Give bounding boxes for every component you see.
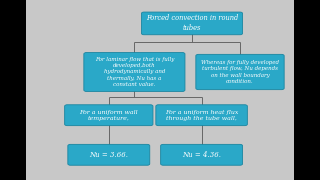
Bar — [0, 0, 26, 180]
Text: For a uniform wall
temperature,: For a uniform wall temperature, — [79, 110, 138, 121]
FancyBboxPatch shape — [156, 105, 247, 126]
FancyBboxPatch shape — [84, 53, 185, 91]
FancyBboxPatch shape — [141, 12, 243, 35]
Text: For a uniform heat flux
through the tube wall,: For a uniform heat flux through the tube… — [165, 110, 238, 121]
FancyBboxPatch shape — [161, 144, 243, 165]
Text: Nu = 4.36.: Nu = 4.36. — [182, 151, 221, 159]
FancyBboxPatch shape — [65, 105, 153, 126]
Text: Nu = 3.66.: Nu = 3.66. — [89, 151, 128, 159]
Text: Whereas for fully developed
turbulent flow, Nu depends
on the wall boundary
cond: Whereas for fully developed turbulent fl… — [201, 60, 279, 84]
Text: For laminar flow that is fully
developed,both
hydrodynamically and
thermally, Nu: For laminar flow that is fully developed… — [95, 57, 174, 87]
FancyBboxPatch shape — [68, 144, 150, 165]
Text: Forced convection in round
tubes: Forced convection in round tubes — [146, 15, 238, 32]
FancyBboxPatch shape — [196, 54, 284, 90]
Bar — [294, 0, 320, 180]
